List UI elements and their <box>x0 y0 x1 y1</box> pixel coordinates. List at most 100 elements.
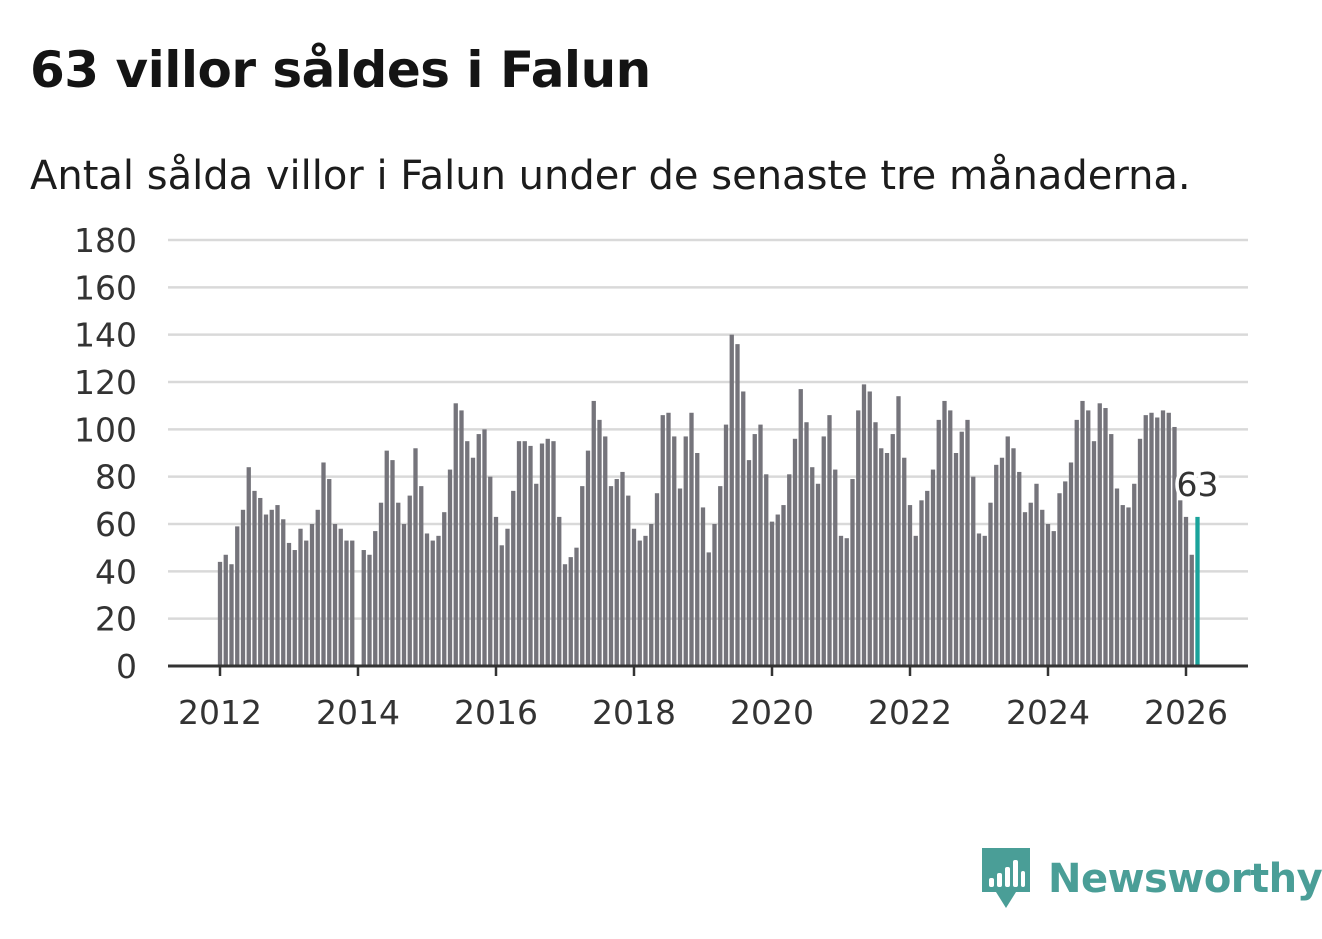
bar <box>844 538 849 666</box>
bar <box>821 436 826 666</box>
bar <box>718 486 723 666</box>
bar <box>453 403 458 666</box>
bar <box>695 453 700 666</box>
bar <box>597 419 602 666</box>
bar <box>1103 408 1108 666</box>
bar <box>522 441 527 666</box>
bar <box>557 516 562 666</box>
bar <box>741 391 746 666</box>
bar <box>919 500 924 666</box>
bar-highlighted <box>1195 516 1200 666</box>
bar <box>850 479 855 666</box>
bar <box>1183 516 1189 666</box>
bar <box>608 486 614 666</box>
bar <box>252 490 257 666</box>
bar <box>1143 415 1148 666</box>
bar <box>620 471 625 666</box>
bar <box>1120 505 1125 666</box>
bar <box>666 412 671 666</box>
bar <box>396 502 401 666</box>
bar <box>332 524 338 666</box>
bar <box>643 535 648 666</box>
bar <box>787 474 792 666</box>
bar <box>1160 410 1166 666</box>
bar <box>568 557 573 666</box>
bar <box>367 554 372 666</box>
bar <box>373 531 378 666</box>
bar <box>971 476 976 666</box>
bar <box>1040 509 1045 666</box>
bar <box>1034 483 1039 666</box>
bar <box>292 550 297 666</box>
bar <box>994 464 999 666</box>
bar <box>1109 434 1114 666</box>
bar <box>896 396 901 666</box>
bar <box>775 514 780 666</box>
bar <box>603 436 608 666</box>
bar <box>419 486 424 666</box>
bar <box>401 524 407 666</box>
bar <box>1097 403 1102 666</box>
bar <box>758 424 763 666</box>
bar <box>378 502 384 666</box>
bar <box>1189 554 1194 666</box>
bar <box>700 507 706 666</box>
bar <box>562 564 568 666</box>
bar <box>930 469 936 666</box>
x-tick-label: 2016 <box>454 693 538 732</box>
bar <box>390 460 395 666</box>
bar <box>511 490 516 666</box>
bar <box>281 519 286 666</box>
bar <box>459 410 464 666</box>
bar <box>223 554 228 666</box>
bar <box>424 533 430 666</box>
bar <box>1057 493 1062 666</box>
bar <box>229 564 234 666</box>
bar <box>580 486 585 666</box>
bar <box>309 524 315 666</box>
bar <box>1005 436 1010 666</box>
bar <box>637 540 642 666</box>
bar <box>867 391 872 666</box>
bar <box>798 389 803 666</box>
bar <box>258 497 263 666</box>
bar <box>1155 417 1160 666</box>
y-tick-label: 0 <box>116 647 137 686</box>
bar <box>677 488 683 666</box>
bar <box>792 438 798 666</box>
y-tick-label: 180 <box>74 221 137 260</box>
y-axis-ticks: 0 20 40 60 80 100 120 140 160 180 <box>74 221 137 686</box>
bar <box>298 528 303 666</box>
bar <box>660 415 665 666</box>
bar <box>856 410 861 666</box>
bar <box>723 424 729 666</box>
data-labels: 63 <box>1173 462 1222 508</box>
bar <box>447 469 453 666</box>
highlight-value-label: 63 <box>1177 465 1219 504</box>
bar <box>654 493 660 666</box>
x-tick-label: 2024 <box>1006 693 1090 732</box>
bar <box>902 457 907 666</box>
bar <box>338 528 343 666</box>
bar <box>1114 488 1120 666</box>
bar <box>1091 441 1097 666</box>
bar <box>344 540 349 666</box>
bar <box>493 516 499 666</box>
chart-subtitle: Antal sålda villor i Falun under de sena… <box>30 153 1191 199</box>
y-tick-label: 60 <box>95 505 137 544</box>
bar <box>913 535 918 666</box>
bar-chart-speech-bubble-icon <box>982 848 1030 908</box>
bar <box>965 419 970 666</box>
brand-name: Newsworthy <box>1048 856 1322 902</box>
bar <box>488 476 493 666</box>
x-tick-label: 2018 <box>592 693 676 732</box>
bar <box>235 526 240 666</box>
bar <box>936 419 941 666</box>
chart-title: 63 villor såldes i Falun <box>30 41 651 99</box>
y-tick-label: 120 <box>74 363 137 402</box>
bar <box>482 429 487 666</box>
x-tick-label: 2022 <box>868 693 952 732</box>
bar <box>890 434 895 666</box>
bar <box>735 344 740 666</box>
y-tick-label: 100 <box>74 410 137 449</box>
